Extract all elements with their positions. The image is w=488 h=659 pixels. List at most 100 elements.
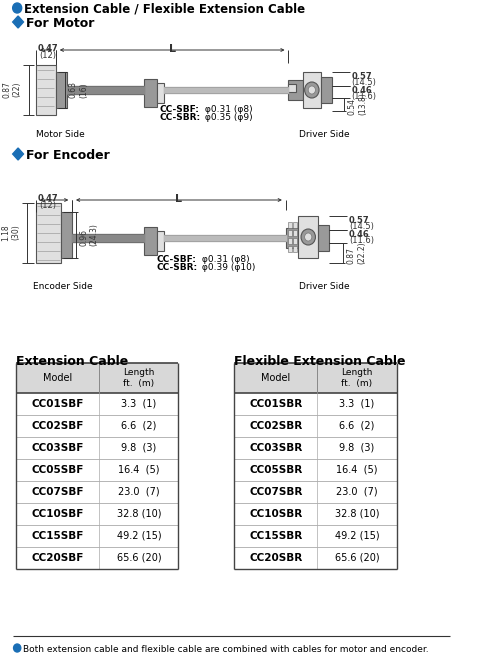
Bar [144,227,157,255]
Text: 0.54
(13.8): 0.54 (13.8) [347,93,366,115]
Text: CC01SBF: CC01SBF [32,399,84,409]
Text: 23.0  (7): 23.0 (7) [335,487,377,497]
Text: L: L [175,194,182,204]
Bar [16,363,178,393]
Text: CC07SBF: CC07SBF [31,487,84,497]
Circle shape [301,229,315,245]
Text: 6.6  (2): 6.6 (2) [339,421,374,431]
Bar [318,225,328,251]
Text: 0.87
(22): 0.87 (22) [2,82,21,98]
Text: 9.8  (3): 9.8 (3) [339,443,374,453]
Text: Model: Model [43,373,72,383]
Text: CC-SBR:: CC-SBR: [159,113,200,122]
Text: 9.8  (3): 9.8 (3) [121,443,156,453]
Text: 0.96
(24.3): 0.96 (24.3) [79,223,99,246]
Text: 0.57: 0.57 [351,72,371,81]
Bar [61,212,72,258]
Text: CC03SBF: CC03SBF [32,443,84,453]
Text: (14.5): (14.5) [348,222,373,231]
Text: For Motor: For Motor [26,17,94,30]
Text: L: L [168,44,175,54]
Text: 16.4  (5): 16.4 (5) [335,465,377,475]
Text: CC15SBR: CC15SBR [249,531,302,541]
Polygon shape [66,86,144,94]
Text: CC15SBF: CC15SBF [32,531,84,541]
Text: 3.3  (1): 3.3 (1) [121,399,156,409]
Text: (12): (12) [40,201,57,210]
Text: 32.8 (10): 32.8 (10) [116,509,161,519]
Text: 0.63
(16): 0.63 (16) [68,82,88,98]
Text: 23.0  (7): 23.0 (7) [118,487,159,497]
Text: CC20SBF: CC20SBF [32,553,84,563]
Text: φ0.31 (φ8): φ0.31 (φ8) [199,255,249,264]
Text: CC02SBF: CC02SBF [32,421,84,431]
Text: (14.5): (14.5) [351,78,376,87]
Text: Driver Side: Driver Side [299,130,349,139]
Text: Both extension cable and flexible cable are combined with cables for motor and e: Both extension cable and flexible cable … [23,645,428,654]
Bar [234,363,396,393]
Text: Motor Side: Motor Side [36,130,84,139]
Bar [144,79,157,107]
Text: 16.4  (5): 16.4 (5) [118,465,159,475]
Bar [157,231,163,251]
Text: φ0.39 (φ10): φ0.39 (φ10) [199,263,255,272]
Text: Length
ft.  (m): Length ft. (m) [123,368,154,387]
Circle shape [13,3,21,13]
Text: (12): (12) [40,51,57,60]
Polygon shape [72,234,144,242]
Bar [292,238,297,244]
Bar [287,246,291,252]
Bar [285,228,298,248]
Polygon shape [13,148,23,160]
Circle shape [14,644,21,652]
Text: (11.6): (11.6) [348,236,373,245]
Circle shape [307,86,315,94]
Text: 0.47: 0.47 [38,44,59,53]
Circle shape [304,82,318,98]
Text: 32.8 (10): 32.8 (10) [334,509,378,519]
Text: 0.87
(22.2): 0.87 (22.2) [346,242,366,264]
Bar [292,222,297,228]
Text: Length
ft.  (m): Length ft. (m) [341,368,372,387]
Bar [287,222,291,228]
Text: CC-SBF:: CC-SBF: [157,255,196,264]
Bar [302,72,320,108]
Text: 1.18
(30): 1.18 (30) [1,225,21,241]
Text: CC-SBF:: CC-SBF: [159,105,199,114]
Text: Extension Cable: Extension Cable [16,355,128,368]
Bar [36,203,61,263]
Text: Model: Model [261,373,290,383]
Bar [287,230,291,236]
Text: 0.47: 0.47 [38,194,59,203]
Text: 3.3  (1): 3.3 (1) [339,399,374,409]
Text: φ0.35 (φ9): φ0.35 (φ9) [202,113,252,122]
Bar [292,246,297,252]
Text: CC10SBF: CC10SBF [32,509,84,519]
Text: 0.57: 0.57 [348,216,368,225]
Circle shape [304,233,311,241]
Bar [287,238,291,244]
Text: 65.6 (20): 65.6 (20) [116,553,161,563]
Text: 0.46: 0.46 [351,86,371,95]
Text: Driver Side: Driver Side [299,282,349,291]
Bar [292,230,297,236]
Text: CC05SBF: CC05SBF [32,465,84,475]
Polygon shape [13,16,23,28]
Text: 6.6  (2): 6.6 (2) [121,421,156,431]
Text: Flexible Extension Cable: Flexible Extension Cable [234,355,405,368]
Text: 49.2 (15): 49.2 (15) [116,531,161,541]
Bar [288,80,302,100]
Text: 65.6 (20): 65.6 (20) [334,553,378,563]
Text: 49.2 (15): 49.2 (15) [334,531,378,541]
Text: (11.6): (11.6) [351,92,376,101]
Text: Extension Cable / Flexible Extension Cable: Extension Cable / Flexible Extension Cab… [24,3,305,16]
Text: CC02SBR: CC02SBR [249,421,302,431]
Bar [157,83,163,103]
Bar [288,84,295,92]
Text: CC05SBR: CC05SBR [249,465,302,475]
Bar [56,72,66,108]
Text: CC01SBR: CC01SBR [249,399,302,409]
Text: 0.46: 0.46 [348,230,369,239]
Text: CC03SBR: CC03SBR [249,443,302,453]
Text: φ0.31 (φ8): φ0.31 (φ8) [202,105,252,114]
